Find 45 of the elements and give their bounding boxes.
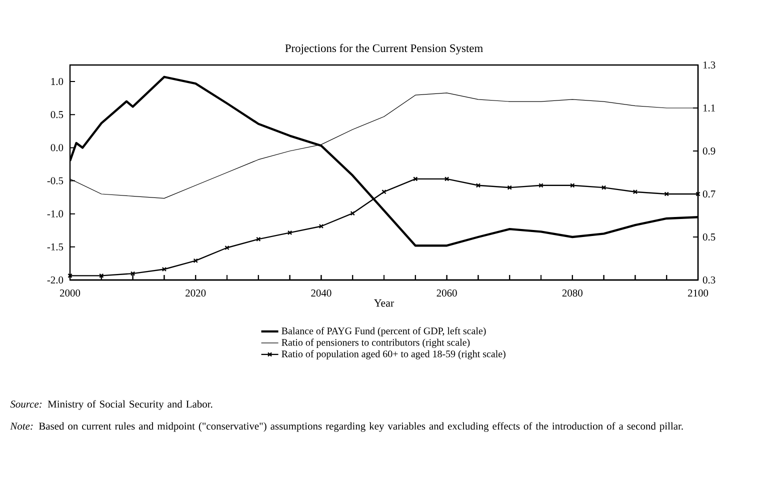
y-tick-label: 0.0 — [50, 144, 64, 152]
x-tick-label: 2060 — [436, 290, 457, 297]
point — [224, 245, 230, 250]
point — [476, 183, 481, 188]
point — [507, 185, 512, 190]
point — [318, 224, 324, 229]
point — [193, 258, 198, 264]
y2-tick-label: 1.1 — [703, 104, 715, 112]
point — [413, 176, 418, 182]
legend-label: Ratio of pensioners to contributors (right scale) — [282, 338, 470, 348]
point — [382, 189, 386, 194]
x-tick-label: 2020 — [186, 290, 206, 297]
point — [256, 236, 261, 242]
point — [538, 183, 544, 188]
y-tick-label: 0.5 — [50, 111, 64, 118]
y-tick-label: 1.0 — [51, 78, 64, 86]
point — [632, 189, 638, 194]
x-tick-label: 2100 — [688, 290, 708, 297]
y-tick-label: -1.0 — [47, 210, 64, 218]
x-tick-label: 2000 — [60, 290, 80, 297]
point — [601, 185, 606, 190]
point — [99, 273, 104, 278]
x-tick-label: 2040 — [311, 290, 332, 297]
y-tick-label: -1.5 — [47, 243, 64, 250]
text: Note: Based on current rules and midpoint ("conservative") assumptions regarding key variables and excluding effects of the introduction of a second pillar. — [10, 422, 683, 432]
y2-tick-label: 0.5 — [702, 233, 716, 241]
legend-label: Balance of PAYG Fund (percent of GDP, left scale) — [282, 327, 486, 336]
x-tick-label: 2080 — [562, 290, 582, 297]
point — [130, 271, 136, 276]
point — [570, 183, 575, 188]
y-tick-label: -2.0 — [47, 276, 64, 284]
y-tick-label: -0.5 — [47, 177, 64, 184]
y2-tick-label: 0.3 — [702, 276, 716, 284]
legend-label: Ratio of population aged 60+ to aged 18-59 (right scale) — [282, 350, 506, 360]
y2-tick-label: 1.3 — [703, 61, 716, 69]
point — [350, 210, 355, 216]
text: Source: Ministry of Social Security and Labor. — [10, 400, 212, 410]
point — [287, 230, 292, 236]
y2-tick-label: 0.7 — [702, 190, 716, 198]
point — [162, 266, 167, 272]
point — [664, 192, 669, 196]
point — [444, 176, 450, 182]
x-axis-title: Year — [374, 299, 394, 307]
y2-tick-label: 0.9 — [702, 147, 716, 155]
chart-title: Projections for the Current Pension System — [285, 44, 483, 54]
